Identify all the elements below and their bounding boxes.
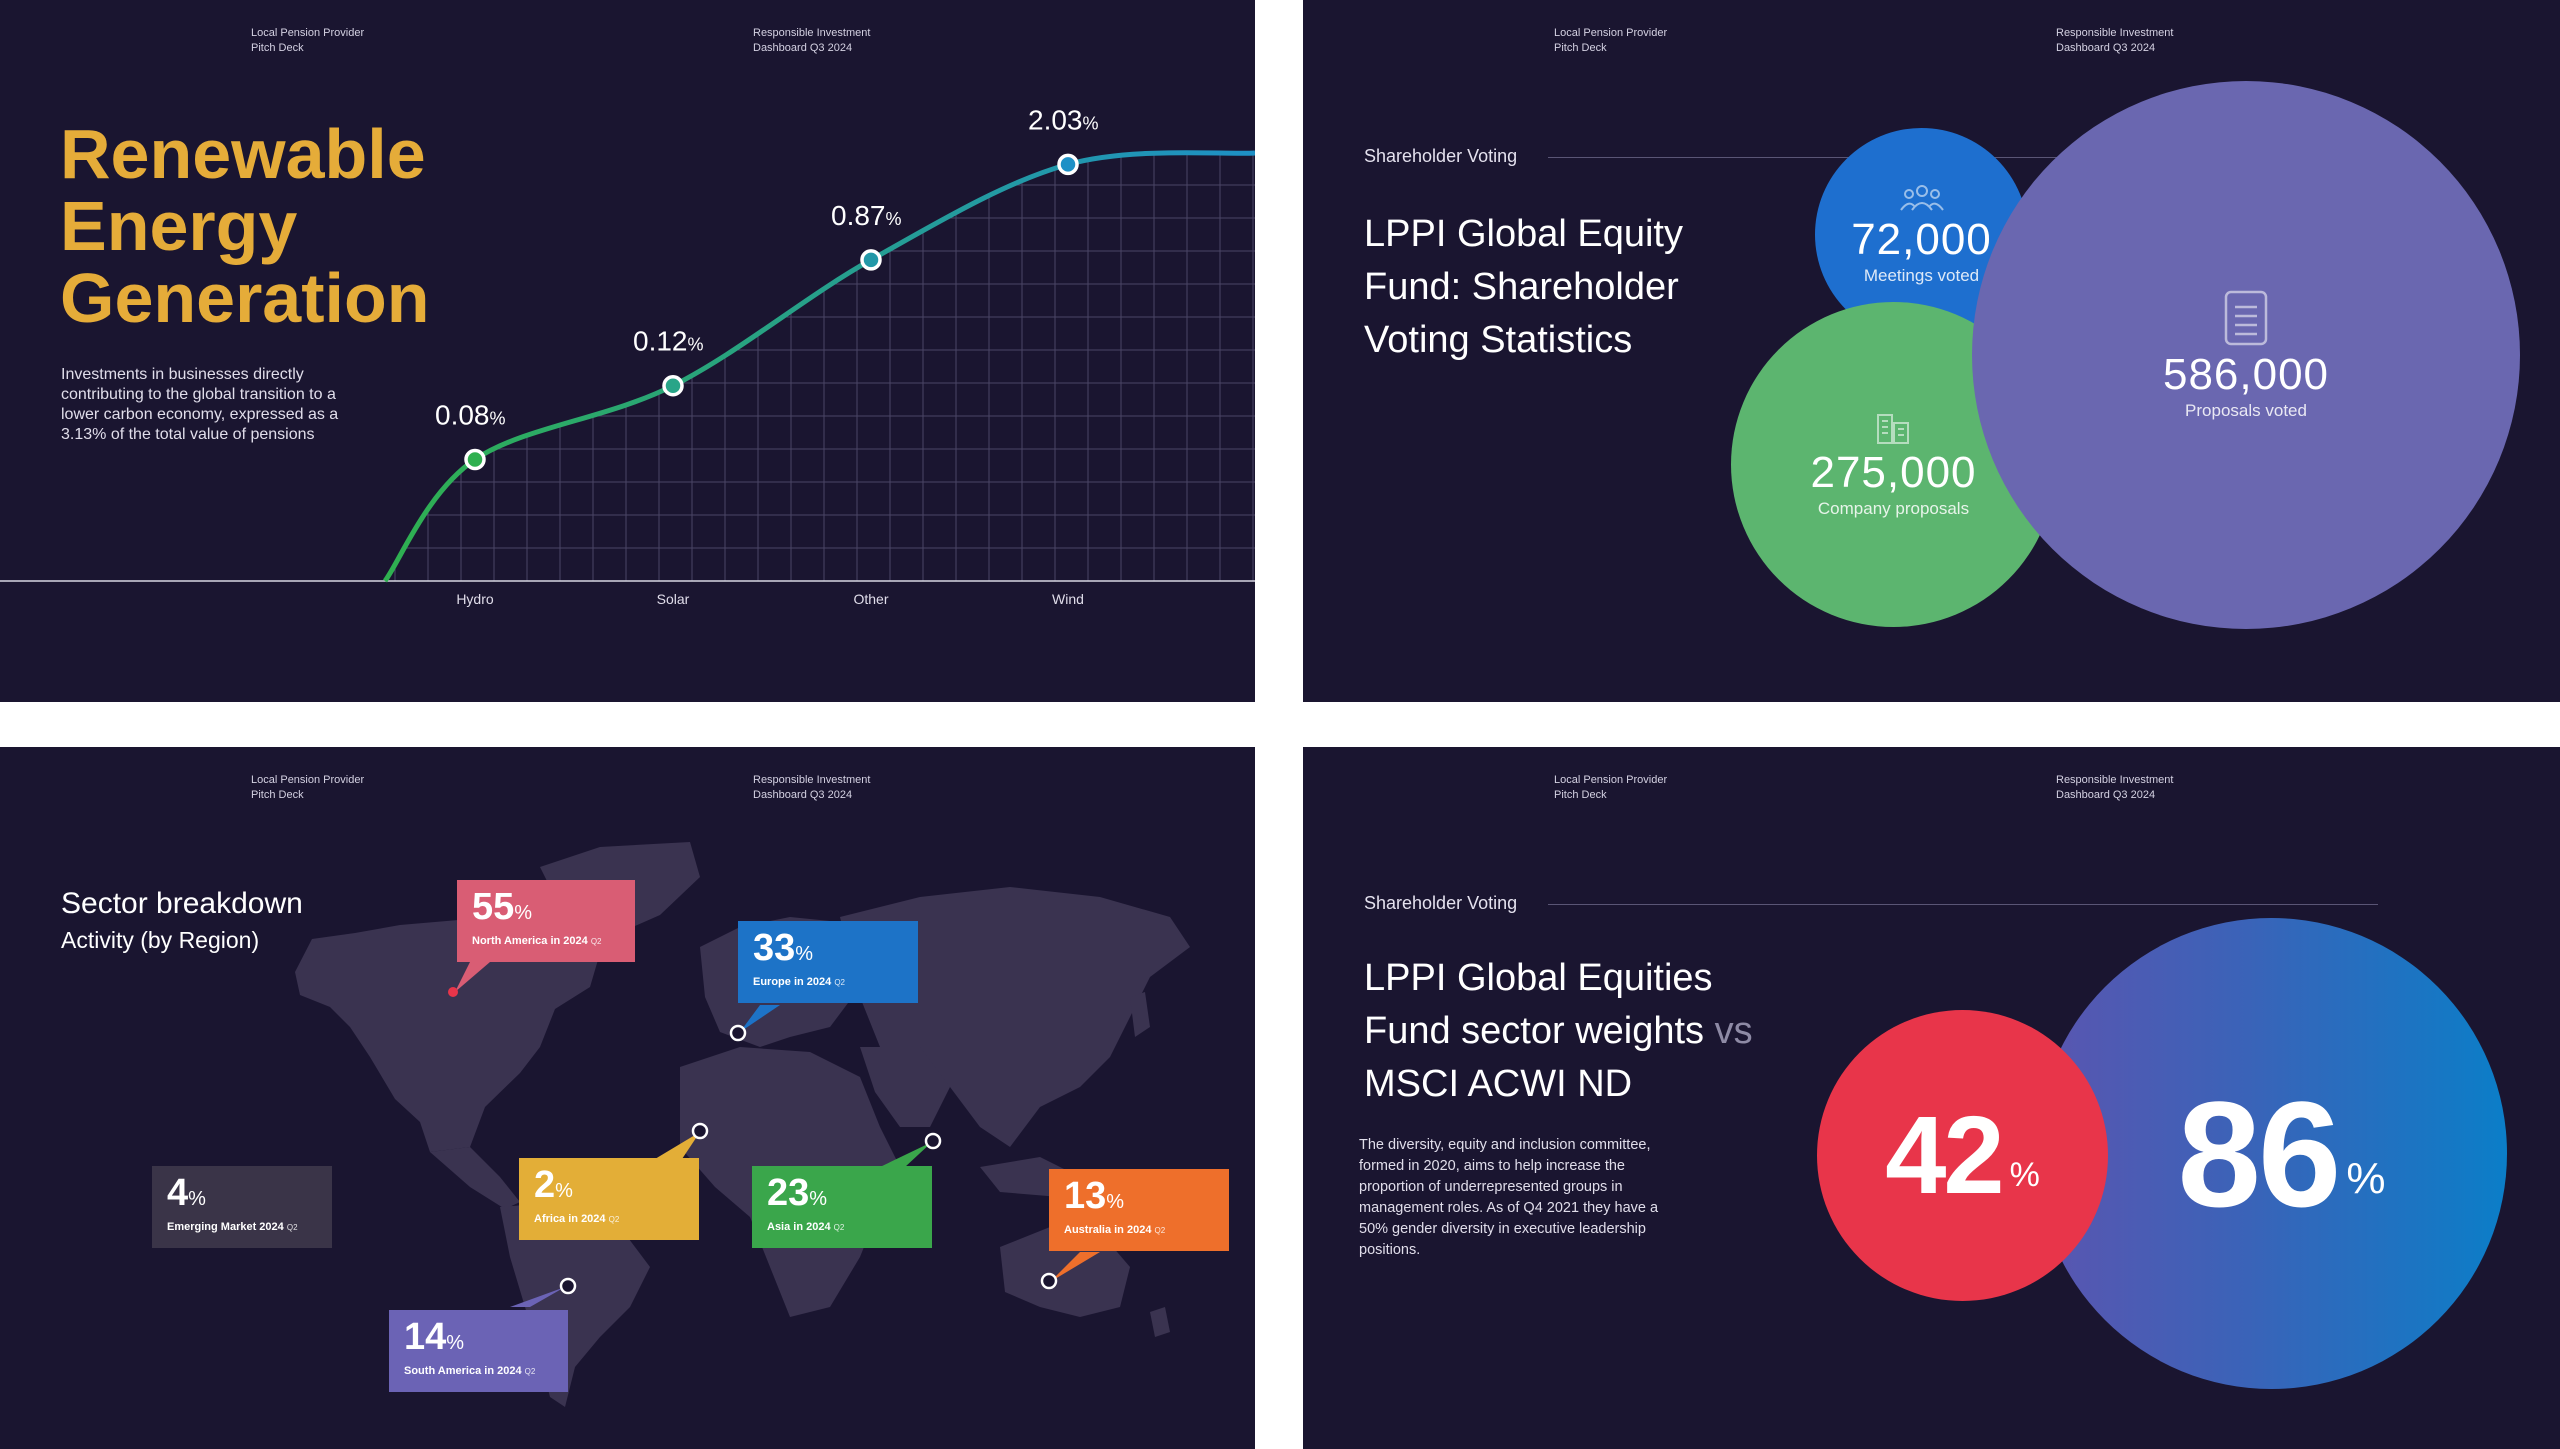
people-icon: [1899, 184, 1944, 211]
data-label: 0.08%: [435, 399, 506, 430]
data-point: [860, 249, 882, 271]
slide-description: The diversity, equity and inclusion comm…: [1359, 1137, 1659, 1258]
data-point: [464, 448, 486, 471]
report-header: Responsible Investment Dashboard Q3 2024: [753, 27, 871, 54]
data-point: [662, 374, 684, 397]
sector-weights-slide: Local Pension Provider Pitch Deck Respon…: [1303, 747, 2560, 1449]
provider-header: Local Pension Provider Pitch Deck: [251, 774, 365, 801]
sector-breakdown-slide: Local Pension Provider Pitch Deck Respon…: [0, 747, 1255, 1449]
world-map: [295, 842, 1190, 1407]
pointer-australia: [1050, 1252, 1100, 1282]
callout-south-america: 14% South America in 2024 Q2: [389, 1310, 568, 1392]
slide-title: Sector breakdown: [61, 887, 303, 920]
x-tick-label: Hydro: [456, 591, 494, 607]
pointer-asia: [880, 1142, 932, 1167]
slide-title: LPPI Global Equity Fund: Shareholder Vot…: [1364, 213, 1683, 361]
pointer-europe: [740, 1005, 780, 1032]
data-label: 0.12%: [633, 326, 704, 357]
data-label: 0.87%: [831, 200, 902, 231]
shareholder-voting-slide: Local Pension Provider Pitch Deck Respon…: [1303, 0, 2560, 702]
provider-header: Local Pension Provider Pitch Deck: [251, 27, 365, 54]
pointer-north-america: [455, 962, 490, 992]
slide-description: Investments in businesses directly contr…: [61, 366, 339, 443]
slide-title: Renewable Energy Generation: [60, 115, 430, 337]
pointer-south-america: [510, 1287, 565, 1307]
x-tick-label: Other: [853, 591, 888, 607]
report-header: Responsible Investment Dashboard Q3 2024: [753, 774, 871, 801]
callout-africa: 2% Africa in 2024 Q2: [519, 1158, 699, 1240]
renewable-energy-slide: Local Pension Provider Pitch Deck Respon…: [0, 0, 1255, 702]
pin-africa: [691, 1122, 709, 1140]
section-label: Shareholder Voting: [1364, 893, 1518, 913]
callout-emerging-market: 4% Emerging Market 2024 Q2: [152, 1166, 332, 1248]
pointer-africa: [650, 1132, 700, 1162]
callout-asia: 23% Asia in 2024 Q2: [752, 1166, 932, 1248]
callout-north-america: 55% North America in 2024 Q2: [457, 880, 635, 962]
section-label: Shareholder Voting: [1364, 146, 1518, 166]
pin-south-america: [559, 1277, 577, 1295]
renewable-line-chart: 0.08% Hydro 0.12% Solar 0.87% Other 2.03% Wind: [0, 104, 1255, 607]
data-point: [1057, 153, 1079, 176]
msci-weight-circle: 86%: [2036, 918, 2507, 1389]
slide-title: LPPI Global Equities Fund sector weights…: [1364, 957, 1753, 1105]
pin-asia: [924, 1132, 942, 1150]
lppi-weight-circle: 42%: [1817, 1010, 2108, 1301]
provider-header: Local Pension Provider Pitch Deck: [1554, 27, 1668, 54]
pin-europe: [729, 1024, 747, 1042]
x-tick-label: Wind: [1052, 591, 1084, 607]
callout-europe: 33% Europe in 2024 Q2: [738, 921, 918, 1003]
slide-subtitle: Activity (by Region): [61, 927, 260, 953]
pin-australia: [1040, 1272, 1058, 1290]
report-header: Responsible Investment Dashboard Q3 2024: [2056, 774, 2174, 801]
buildings-icon: [1876, 413, 1909, 444]
proposals-voted-bubble: 586,000 Proposals voted: [1972, 81, 2520, 629]
pin-north-america: [448, 987, 458, 997]
section-divider: [1548, 904, 2378, 905]
document-icon: [2224, 290, 2268, 346]
x-tick-label: Solar: [657, 591, 690, 607]
provider-header: Local Pension Provider Pitch Deck: [1554, 774, 1668, 801]
callout-australia: 13% Australia in 2024 Q2: [1049, 1169, 1229, 1251]
series-line: [382, 150, 1255, 583]
chart-grid: [385, 152, 1255, 582]
report-header: Responsible Investment Dashboard Q3 2024: [2056, 27, 2174, 54]
data-label: 2.03%: [1028, 104, 1099, 135]
